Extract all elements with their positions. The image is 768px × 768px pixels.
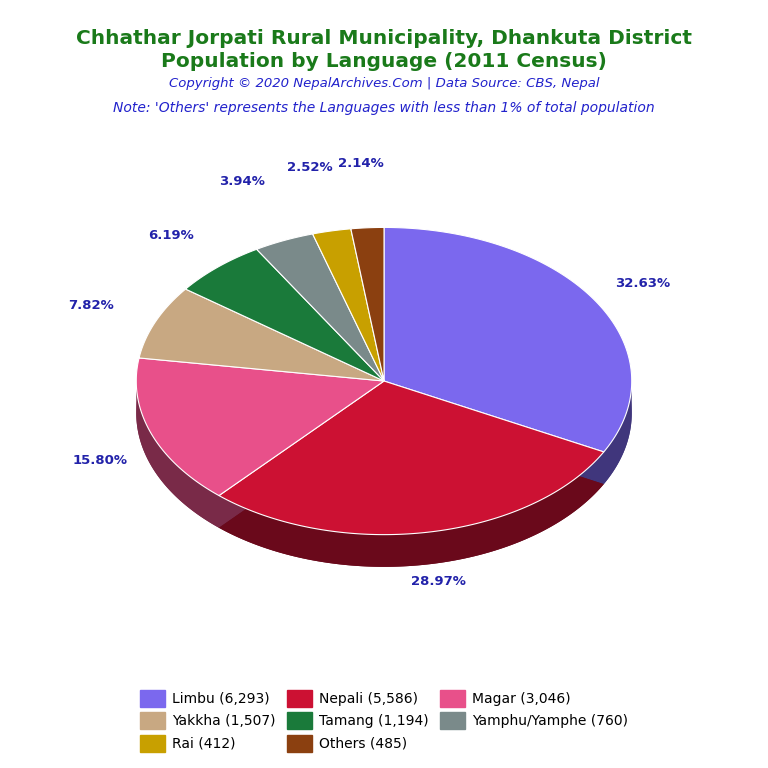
Text: 7.82%: 7.82% [68,299,114,312]
Polygon shape [351,227,384,381]
Polygon shape [384,381,604,484]
Polygon shape [604,382,632,484]
Polygon shape [136,358,384,495]
Polygon shape [136,397,384,528]
Text: 2.14%: 2.14% [337,157,383,170]
Text: 2.52%: 2.52% [286,161,333,174]
Text: 15.80%: 15.80% [72,454,127,467]
Text: 3.94%: 3.94% [219,175,265,188]
Polygon shape [219,381,604,535]
Text: 6.19%: 6.19% [148,229,194,242]
Polygon shape [219,381,384,528]
Polygon shape [136,382,219,528]
Polygon shape [186,250,384,381]
Polygon shape [139,289,384,381]
Polygon shape [384,397,632,484]
Polygon shape [257,234,384,381]
Polygon shape [384,227,632,452]
Polygon shape [219,452,604,567]
Text: Chhathar Jorpati Rural Municipality, Dhankuta District: Chhathar Jorpati Rural Municipality, Dha… [76,29,692,48]
Text: 32.63%: 32.63% [615,277,670,290]
Text: Population by Language (2011 Census): Population by Language (2011 Census) [161,52,607,71]
Text: Copyright © 2020 NepalArchives.Com | Data Source: CBS, Nepal: Copyright © 2020 NepalArchives.Com | Dat… [169,77,599,90]
Polygon shape [384,381,604,484]
Legend: Limbu (6,293), Yakkha (1,507), Rai (412), Nepali (5,586), Tamang (1,194), Others: Limbu (6,293), Yakkha (1,507), Rai (412)… [135,684,633,757]
Text: 28.97%: 28.97% [411,575,466,588]
Polygon shape [313,229,384,381]
Polygon shape [219,381,384,528]
Polygon shape [219,413,604,567]
Text: Note: 'Others' represents the Languages with less than 1% of total population: Note: 'Others' represents the Languages … [113,101,655,115]
